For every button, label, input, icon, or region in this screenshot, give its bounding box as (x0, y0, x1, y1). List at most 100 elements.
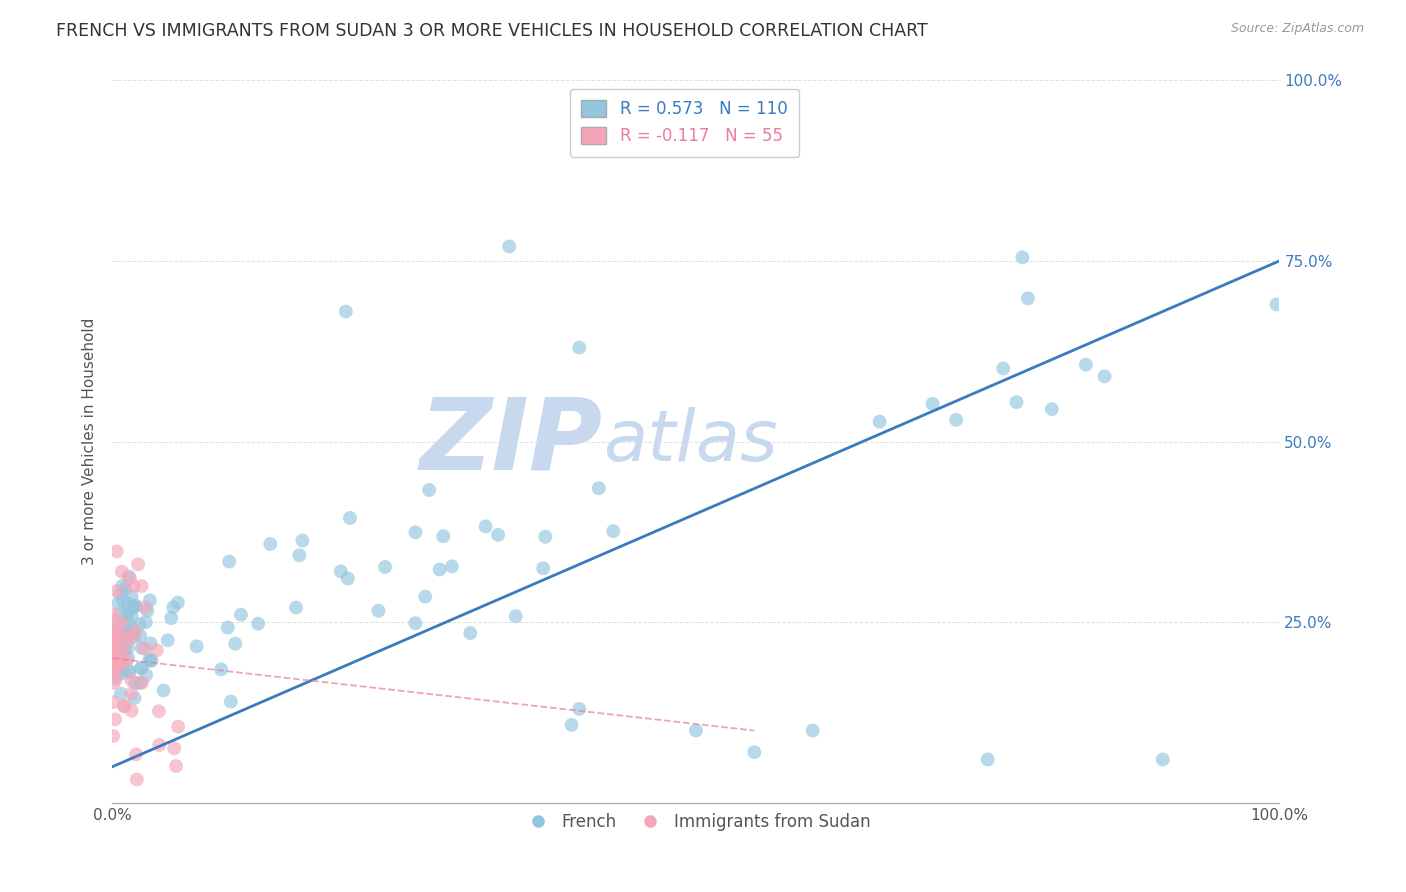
Point (115, 636, 138, 650)
Point (156, 633, 179, 648)
Point (118, 572, 141, 586)
Point (534, 530, 557, 544)
Point (404, 616, 426, 631)
Point (1040, 402, 1063, 417)
Point (339, 511, 361, 525)
Point (117, 607, 139, 621)
Point (117, 640, 139, 655)
Point (162, 600, 184, 615)
Point (335, 304, 357, 318)
Point (440, 559, 463, 574)
Point (131, 579, 153, 593)
Point (125, 599, 148, 613)
Point (1011, 251, 1033, 265)
Point (167, 720, 190, 734)
Point (107, 658, 129, 673)
Point (124, 599, 146, 614)
Point (108, 586, 131, 600)
Point (1017, 291, 1039, 305)
Point (101, 664, 124, 678)
Point (152, 683, 174, 698)
Point (121, 673, 143, 688)
Point (125, 747, 148, 762)
Point (869, 415, 891, 429)
Point (104, 621, 127, 635)
Point (458, 626, 481, 640)
Point (139, 654, 162, 668)
Point (111, 654, 134, 668)
Point (105, 584, 128, 599)
Point (288, 549, 311, 563)
Point (141, 654, 163, 668)
Point (110, 656, 132, 670)
Point (148, 738, 170, 752)
Point (131, 661, 153, 675)
Point (101, 729, 124, 743)
Point (129, 661, 152, 675)
Point (993, 361, 1015, 376)
Point (218, 555, 240, 569)
Point (121, 609, 143, 624)
Point (166, 596, 188, 610)
Point (105, 624, 128, 639)
Point (404, 525, 426, 540)
Point (568, 702, 591, 716)
Point (432, 529, 454, 543)
Point (118, 665, 141, 679)
Point (136, 604, 159, 618)
Point (131, 675, 153, 690)
Point (976, 752, 998, 766)
Point (104, 650, 127, 665)
Legend: French, Immigrants from Sudan: French, Immigrants from Sudan (515, 806, 877, 838)
Point (105, 647, 128, 661)
Point (111, 565, 134, 579)
Point (588, 481, 610, 495)
Point (103, 657, 125, 671)
Point (186, 640, 208, 654)
Point (486, 528, 509, 542)
Y-axis label: 3 or more Vehicles in Household: 3 or more Vehicles in Household (82, 318, 97, 566)
Point (291, 533, 314, 548)
Point (104, 630, 127, 644)
Point (101, 695, 124, 709)
Point (135, 600, 157, 615)
Point (121, 599, 143, 614)
Point (122, 630, 145, 644)
Point (744, 745, 766, 759)
Point (105, 669, 128, 683)
Point (247, 616, 270, 631)
Point (122, 628, 145, 642)
Point (127, 558, 149, 572)
Point (108, 628, 131, 642)
Point (108, 651, 131, 665)
Point (921, 397, 943, 411)
Point (118, 624, 141, 639)
Text: ZIP: ZIP (419, 393, 603, 490)
Point (125, 772, 148, 787)
Point (111, 615, 134, 630)
Point (105, 544, 128, 558)
Point (139, 593, 162, 607)
Point (602, 524, 624, 538)
Point (114, 642, 136, 657)
Point (505, 609, 527, 624)
Point (217, 621, 239, 635)
Point (336, 572, 359, 586)
Point (229, 607, 252, 622)
Point (104, 713, 127, 727)
Point (801, 723, 824, 738)
Point (498, 239, 520, 253)
Point (118, 596, 141, 610)
Point (104, 614, 127, 628)
Point (1152, 752, 1174, 766)
Point (101, 640, 124, 655)
Point (112, 649, 135, 664)
Point (107, 596, 129, 610)
Point (103, 624, 125, 638)
Point (219, 695, 242, 709)
Point (367, 604, 389, 618)
Point (129, 676, 152, 690)
Point (110, 687, 132, 701)
Point (139, 636, 162, 650)
Point (945, 413, 967, 427)
